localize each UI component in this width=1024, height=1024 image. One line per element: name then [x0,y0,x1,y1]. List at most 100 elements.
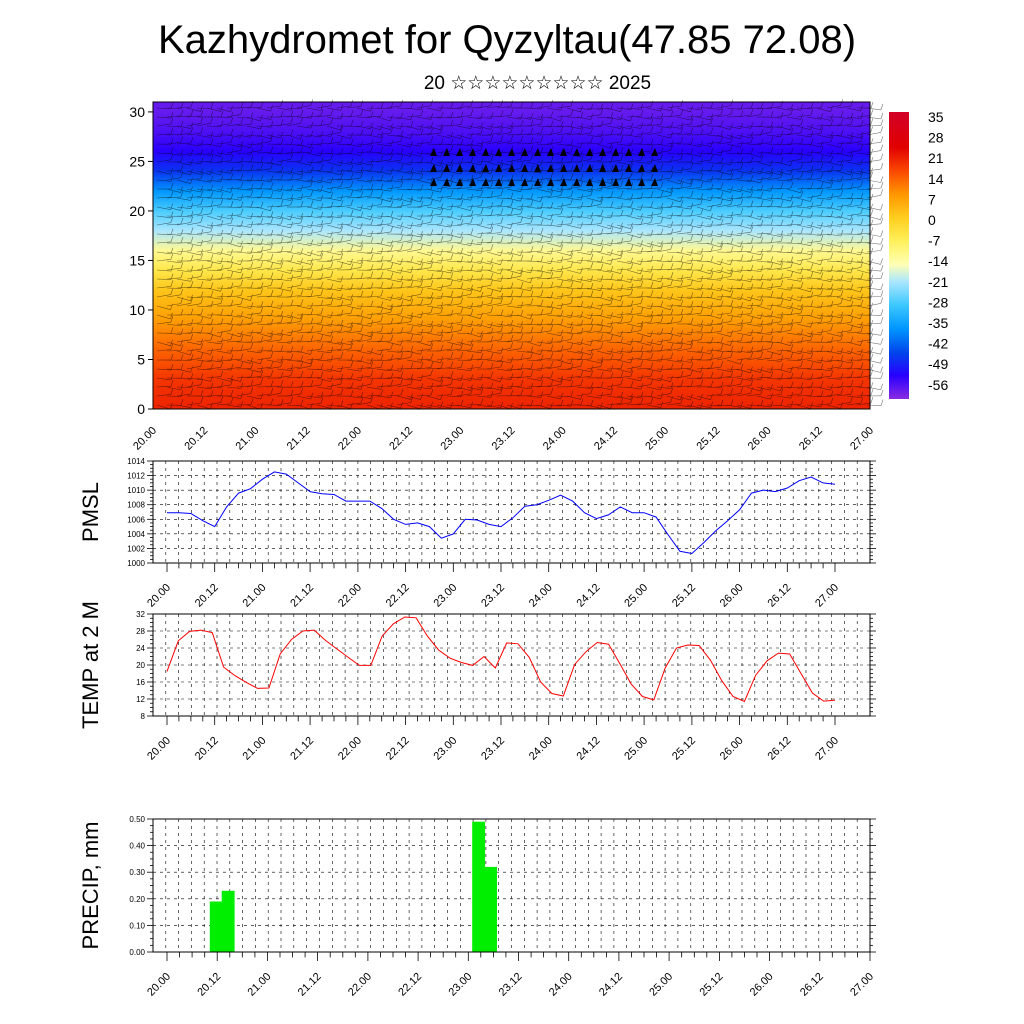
precip-x-label: 27.00 [848,971,876,999]
temp-2m-grid [153,613,870,717]
precip-bar [221,890,235,952]
pmsl-x-label: 25.12 [670,582,698,610]
pmsl-x-label: 23.12 [479,582,507,610]
precip-bar [209,901,223,952]
precip-y-label: 0.00 [129,948,145,957]
precip-x-label: 25.12 [698,971,726,999]
temp-series-line [166,616,836,703]
cross-section-x-label: 26.12 [797,425,825,453]
pmsl-y-label: 1002 [127,544,145,553]
precip-x-label: 20.12 [195,971,223,999]
pmsl-x-label: 24.00 [527,582,555,610]
pmsl-x-label: 26.12 [765,582,793,610]
precip-x-label: 26.12 [798,971,826,999]
colorbar-label: -7 [928,233,941,249]
temp-x-label: 24.12 [575,735,603,763]
y-tick-label: 15 [129,252,145,268]
colorbar-label: -35 [928,315,948,331]
precip-bar [484,866,497,952]
precip-x-label: 23.00 [446,971,474,999]
wind-barbs [156,99,884,410]
y-tick-label: 25 [129,153,145,169]
precip-y-label: 0.30 [129,868,145,877]
colorbar-label: 21 [928,150,944,166]
cross-section-frame [152,101,871,410]
cross-section-x-label: 25.00 [643,425,671,453]
pmsl-y-label: 1008 [127,501,145,510]
temp-x-label: 22.12 [384,735,412,763]
colorbar-label: -21 [928,274,948,290]
temp-2m-y-label: 16 [136,678,145,687]
temp-x-label: 22.00 [336,735,364,763]
colorbar-label: -42 [928,336,948,352]
temp-x-label: 27.00 [813,735,841,763]
precip-x-label: 24.12 [597,971,625,999]
page-title: Kazhydromet for Qyzyltau(47.85 72.08) [157,18,857,62]
temp-x-label: 21.12 [288,735,316,763]
precip-bar [472,821,486,952]
cross-section-x-label: 26.00 [746,425,774,453]
precip-x-label: 20.00 [145,971,173,999]
precip-grid [153,818,870,953]
pmsl-series-line [167,471,836,555]
pmsl-x-label: 25.00 [622,582,650,610]
temp-2m-y-label: 20 [136,661,145,670]
cross-section-x-label: 22.00 [336,425,364,453]
cross-section-x-label: 21.00 [234,425,262,453]
temp-x-label: 26.00 [718,735,746,763]
precip-y-label: 0.50 [129,815,145,824]
temp-x-label: 20.12 [193,735,221,763]
cross-section-x-label: 27.00 [848,425,876,453]
colorbar [889,112,909,399]
pmsl-y-label: 1006 [127,515,145,524]
pmsl-x-label: 21.00 [241,582,269,610]
y-tick-label: 30 [129,104,145,120]
precip-y-label: 0.10 [129,921,145,930]
y-tick-label: 5 [137,351,145,367]
temp-2m-y-label: 24 [136,644,145,653]
temp-x-label: 20.00 [145,735,173,763]
colorbar-label: -28 [928,294,948,310]
pmsl-y-label: 1004 [127,530,145,539]
cross-section-x-label: 20.00 [131,425,159,453]
colorbar-label: 28 [928,130,944,146]
pmsl-x-label: 23.00 [431,582,459,610]
page-subtitle: 20 ☆☆☆☆☆☆☆☆☆ 2025 [423,73,652,94]
precip-y-label: 0.40 [129,842,145,851]
pmsl-x-label: 20.00 [145,582,173,610]
temp-x-label: 24.00 [527,735,555,763]
pmsl-y-label: 1010 [127,486,145,495]
precip-x-label: 21.12 [296,971,324,999]
precip-x-label: 22.00 [346,971,374,999]
pmsl-grid [153,460,870,564]
colorbar-label: 7 [928,191,936,207]
cross-section-x-label: 24.12 [592,425,620,453]
cross-section-x-label: 21.12 [285,425,313,453]
temp-x-label: 25.12 [670,735,698,763]
temp-x-label: 23.12 [479,735,507,763]
temp-2m-y-label: 28 [136,627,145,636]
temp-x-label: 26.12 [765,735,793,763]
pmsl-x-label: 22.00 [336,582,364,610]
colorbar-label: -56 [928,377,948,393]
precip-x-label: 25.00 [647,971,675,999]
temp-x-label: 25.00 [622,735,650,763]
pmsl-x-label: 21.12 [288,582,316,610]
precip-y-label: 0.20 [129,895,145,904]
precip-x-label: 21.00 [246,971,274,999]
cross-section-x-label: 24.00 [541,425,569,453]
pmsl-x-label: 20.12 [193,582,221,610]
precip-x-label: 22.12 [396,971,424,999]
temp-x-label: 23.00 [431,735,459,763]
cross-section-x-label: 23.00 [438,425,466,453]
colorbar-label: 0 [928,212,936,228]
pmsl-x-label: 22.12 [384,582,412,610]
colorbar-label: 35 [928,109,944,125]
cross-section-x-label: 23.12 [490,425,518,453]
colorbar-label: -49 [928,356,948,372]
pmsl-y-label: 1000 [127,559,145,568]
cross-section-x-label: 20.12 [182,425,210,453]
temp-2m-axis-title: TEMP at 2 M [78,601,103,729]
temp-2m-y-label: 8 [141,712,146,721]
